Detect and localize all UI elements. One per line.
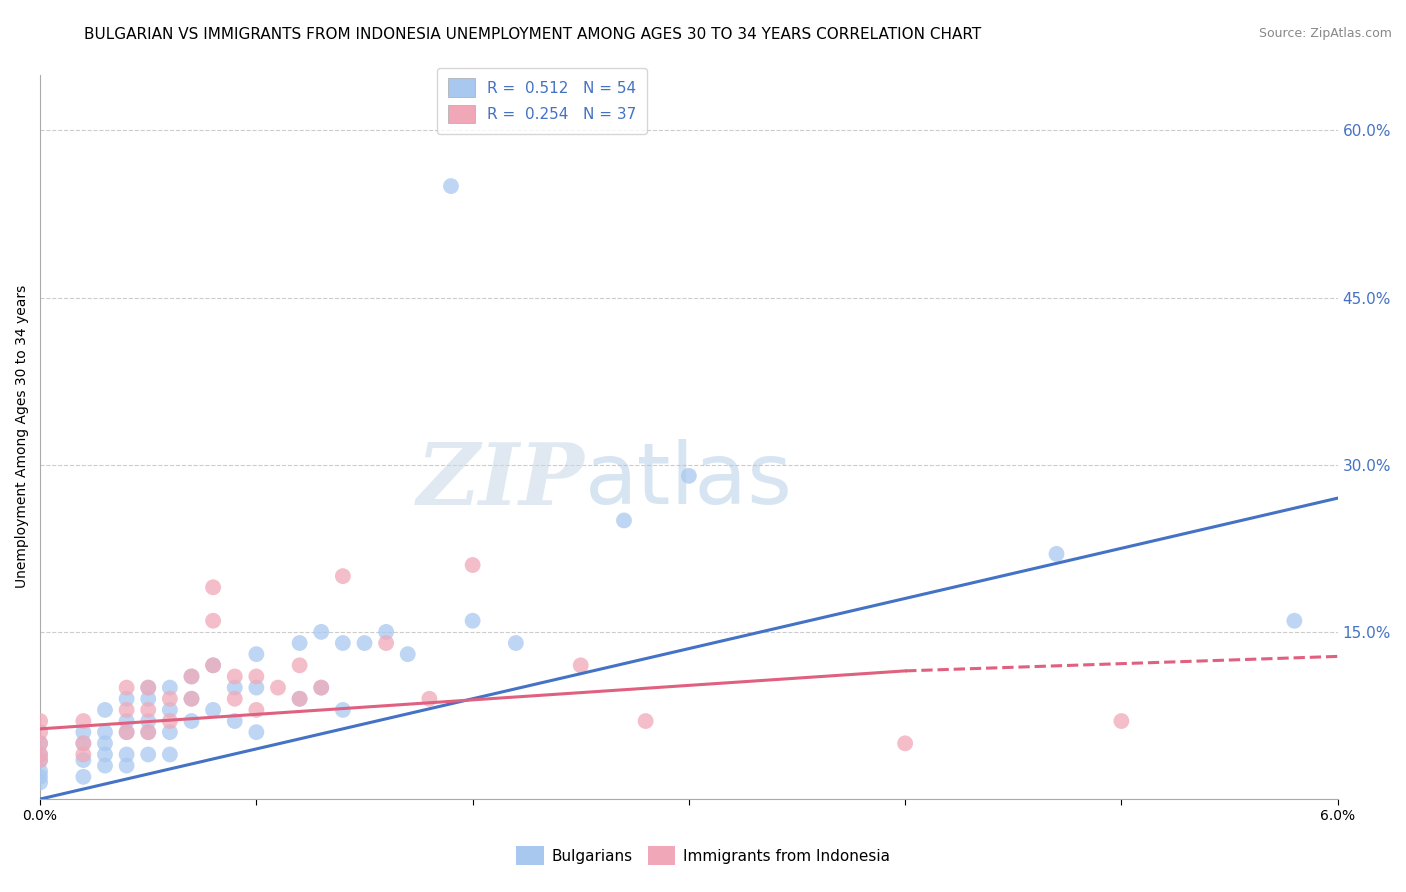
Point [202, 580, 225, 594]
Point [180, 669, 202, 683]
Point [461, 558, 484, 572]
Point [180, 691, 202, 706]
Point [136, 681, 159, 695]
Point [72, 747, 94, 762]
Point [115, 703, 138, 717]
Point [288, 636, 311, 650]
Text: BULGARIAN VS IMMIGRANTS FROM INDONESIA UNEMPLOYMENT AMONG AGES 30 TO 34 YEARS CO: BULGARIAN VS IMMIGRANTS FROM INDONESIA U… [84, 27, 981, 42]
Point [245, 647, 267, 661]
Point [30, 775, 52, 789]
Y-axis label: Unemployment Among Ages 30 to 34 years: Unemployment Among Ages 30 to 34 years [15, 285, 30, 589]
Point [159, 747, 181, 762]
Point [30, 753, 52, 767]
Point [569, 658, 592, 673]
Point [353, 636, 375, 650]
Point [30, 764, 52, 779]
Point [202, 614, 225, 628]
Text: Source: ZipAtlas.com: Source: ZipAtlas.com [1258, 27, 1392, 40]
Point [30, 725, 52, 739]
Legend: Bulgarians, Immigrants from Indonesia: Bulgarians, Immigrants from Indonesia [510, 840, 896, 871]
Point [159, 703, 181, 717]
Point [136, 681, 159, 695]
Point [613, 513, 636, 527]
Point [440, 179, 463, 194]
Text: ZIP: ZIP [418, 439, 585, 522]
Point [396, 647, 419, 661]
Point [288, 691, 311, 706]
Point [461, 614, 484, 628]
Point [115, 747, 138, 762]
Point [115, 714, 138, 728]
Point [678, 468, 700, 483]
Point [505, 636, 527, 650]
Point [288, 658, 311, 673]
Point [30, 736, 52, 750]
Point [309, 681, 332, 695]
Point [136, 691, 159, 706]
Point [332, 569, 354, 583]
Point [94, 747, 117, 762]
Point [72, 753, 94, 767]
Point [224, 714, 246, 728]
Point [288, 691, 311, 706]
Point [30, 714, 52, 728]
Point [136, 714, 159, 728]
Point [180, 691, 202, 706]
Point [94, 725, 117, 739]
Point [136, 747, 159, 762]
Point [245, 669, 267, 683]
Point [30, 747, 52, 762]
Point [245, 725, 267, 739]
Point [245, 681, 267, 695]
Point [202, 658, 225, 673]
Point [94, 758, 117, 772]
Point [224, 669, 246, 683]
Point [115, 725, 138, 739]
Text: atlas: atlas [585, 439, 793, 522]
Point [245, 703, 267, 717]
Point [159, 691, 181, 706]
Point [30, 747, 52, 762]
Point [72, 725, 94, 739]
Point [180, 714, 202, 728]
Point [894, 736, 917, 750]
Point [418, 691, 440, 706]
Point [159, 681, 181, 695]
Point [136, 725, 159, 739]
Point [115, 691, 138, 706]
Point [72, 714, 94, 728]
Point [634, 714, 657, 728]
Point [180, 669, 202, 683]
Point [30, 736, 52, 750]
Point [202, 658, 225, 673]
Point [72, 736, 94, 750]
Point [332, 636, 354, 650]
Point [136, 703, 159, 717]
Point [115, 725, 138, 739]
Point [72, 736, 94, 750]
Point [159, 714, 181, 728]
Point [202, 703, 225, 717]
Point [159, 725, 181, 739]
Point [1111, 714, 1133, 728]
Point [1284, 614, 1306, 628]
Point [94, 736, 117, 750]
Point [72, 770, 94, 784]
Point [375, 624, 398, 639]
Point [224, 691, 246, 706]
Point [309, 624, 332, 639]
Point [375, 636, 398, 650]
Point [136, 725, 159, 739]
Point [30, 753, 52, 767]
Point [30, 770, 52, 784]
Point [224, 681, 246, 695]
Point [267, 681, 290, 695]
Point [115, 758, 138, 772]
Point [115, 681, 138, 695]
Legend: R =  0.512   N = 54, R =  0.254   N = 37: R = 0.512 N = 54, R = 0.254 N = 37 [437, 68, 647, 134]
Point [1045, 547, 1067, 561]
Point [94, 703, 117, 717]
Point [332, 703, 354, 717]
Point [309, 681, 332, 695]
